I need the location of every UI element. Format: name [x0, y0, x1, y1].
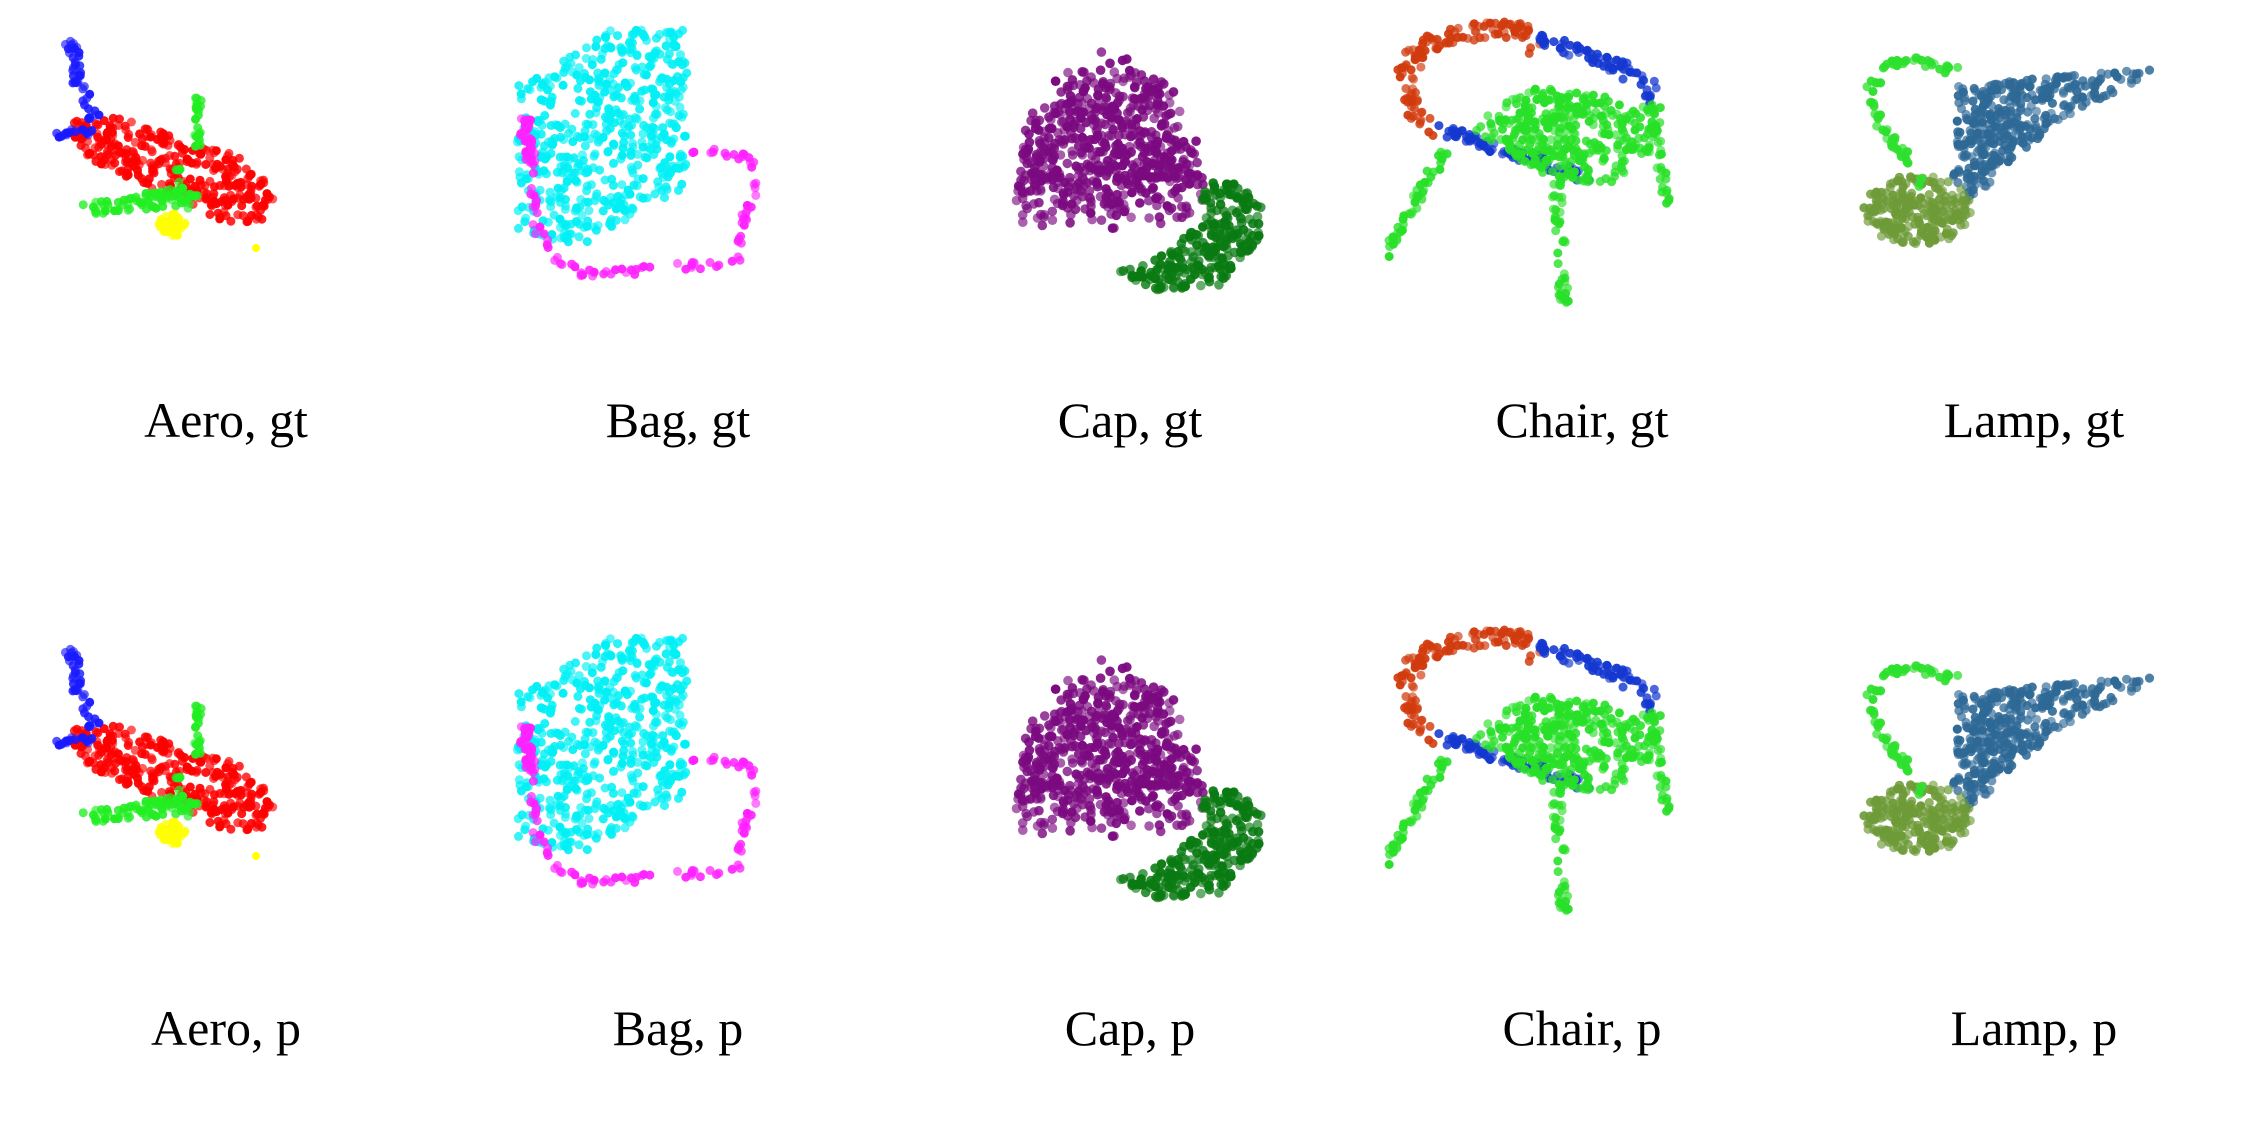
cap-brim — [1116, 178, 1266, 295]
point-cloud-bag-p — [513, 633, 761, 889]
caption-aero-gt: Aero, gt — [144, 392, 308, 448]
lamp-base — [1859, 172, 1975, 249]
point-cloud-cap-gt — [1011, 47, 1266, 295]
point-cloud-chair-gt — [1384, 17, 1674, 307]
aero-engine — [154, 817, 260, 860]
chair-seat — [1472, 692, 1664, 795]
lamp-base — [1859, 780, 1975, 857]
panel-bag-gt: Bag, gt — [452, 0, 904, 537]
aero-wing — [78, 701, 206, 827]
cap-crown — [1011, 655, 1208, 841]
cap-crown — [1011, 47, 1208, 233]
chair-back-frame — [1393, 17, 1547, 140]
point-cloud-aero-p — [52, 644, 278, 860]
point-cloud-lamp-p — [1859, 661, 2155, 857]
panel-lamp-p: Lamp, p — [1808, 608, 2260, 1145]
panel-aero-p: Aero, p — [0, 608, 452, 1145]
bag-handle — [515, 114, 761, 281]
bag-handle — [515, 722, 761, 889]
point-cloud-cap-p — [1011, 655, 1266, 903]
bag-body — [513, 633, 692, 855]
caption-bag-gt: Bag, gt — [605, 392, 751, 448]
caption-cap-gt: Cap, gt — [1057, 392, 1203, 448]
aero-tail — [52, 644, 104, 750]
point-cloud-chair-p — [1384, 625, 1674, 915]
panel-chair-gt: Chair, gt — [1356, 0, 1808, 537]
chair-seat — [1472, 84, 1664, 187]
panel-cap-p: Cap, p — [904, 608, 1356, 1145]
bag-body — [513, 25, 692, 247]
point-cloud-lamp-gt — [1859, 53, 2155, 249]
caption-bag-p: Bag, p — [612, 1000, 744, 1056]
chair-legs — [1384, 103, 1674, 307]
lamp-shade — [1949, 673, 2155, 813]
caption-lamp-p: Lamp, p — [1950, 1000, 2118, 1056]
panel-lamp-gt: Lamp, gt — [1808, 0, 2260, 537]
panel-chair-p: Chair, p — [1356, 608, 1808, 1145]
chair-legs — [1384, 711, 1674, 915]
point-cloud-bag-gt — [513, 25, 761, 281]
aero-wing — [78, 93, 206, 219]
caption-cap-p: Cap, p — [1064, 1000, 1196, 1056]
panel-cap-gt: Cap, gt — [904, 0, 1356, 537]
caption-lamp-gt: Lamp, gt — [1943, 392, 2125, 448]
panel-bag-p: Bag, p — [452, 608, 904, 1145]
point-cloud-aero-gt — [52, 36, 278, 252]
caption-aero-p: Aero, p — [151, 1000, 301, 1056]
lamp-shade — [1949, 65, 2155, 205]
figure-grid: Aero, gt Bag, gt Cap, gt Chair, gt Lamp,… — [0, 0, 2260, 1056]
aero-engine — [154, 209, 260, 252]
caption-chair-p: Chair, p — [1502, 1000, 1662, 1056]
caption-chair-gt: Chair, gt — [1495, 392, 1669, 448]
panel-aero-gt: Aero, gt — [0, 0, 452, 537]
cap-brim — [1116, 786, 1266, 903]
lamp-arm — [1862, 661, 1963, 799]
aero-tail — [52, 36, 104, 142]
chair-back-frame — [1393, 625, 1547, 748]
lamp-arm — [1862, 53, 1963, 191]
